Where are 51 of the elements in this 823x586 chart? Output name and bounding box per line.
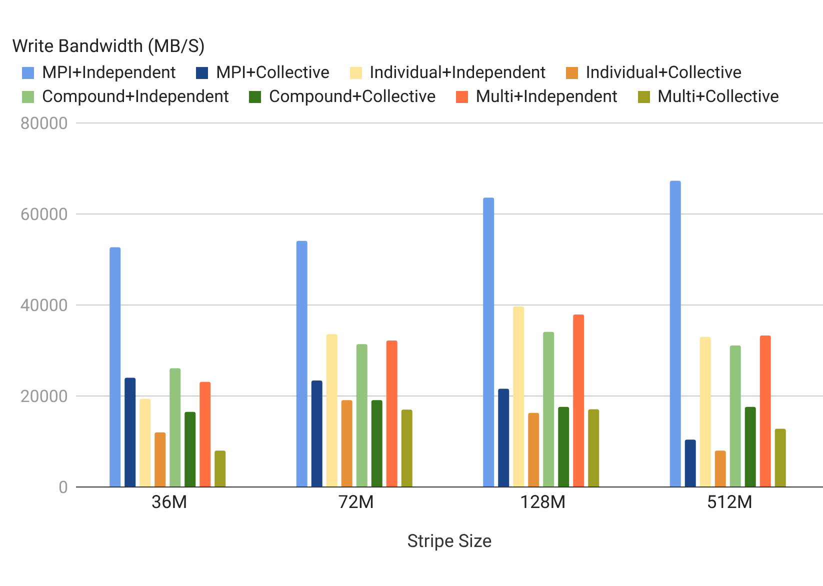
bar (498, 388, 510, 487)
legend-label: Compound+Collective (269, 87, 436, 107)
bar (371, 400, 382, 487)
bar (124, 378, 136, 487)
x-tick-label: 36M (151, 492, 188, 513)
legend-label: Multi+Independent (476, 87, 618, 107)
legend-label: Multi+Collective (658, 87, 779, 107)
x-tick-label: 512M (706, 492, 753, 513)
bar (140, 398, 151, 487)
legend-label: Compound+Independent (42, 87, 230, 107)
bar (483, 198, 494, 487)
bar (356, 344, 368, 487)
legend-label: MPI+Collective (216, 63, 330, 83)
legend-label: MPI+Independent (42, 63, 176, 83)
bar (341, 400, 352, 487)
bar (573, 314, 584, 487)
bar (200, 382, 211, 487)
bar (588, 409, 600, 487)
bar (296, 240, 308, 487)
bar (760, 335, 771, 487)
bar (311, 380, 322, 487)
bar (543, 332, 554, 487)
bar (774, 428, 786, 487)
bar (154, 432, 166, 487)
y-tick-label: 60000 (20, 205, 68, 226)
bar (714, 450, 726, 487)
y-tick-label: 20000 (20, 387, 68, 408)
bar (326, 334, 338, 487)
chart-title: Write Bandwidth (MB/S) (11, 35, 206, 57)
bar (558, 406, 570, 487)
bar (670, 180, 681, 487)
bar (214, 450, 226, 487)
bar (700, 336, 711, 487)
bar (528, 412, 540, 487)
bar (110, 247, 121, 487)
x-tick-label: 72M (338, 492, 374, 513)
y-tick-label: 80000 (20, 114, 68, 134)
bar (386, 340, 398, 487)
y-tick-label: 0 (58, 478, 68, 498)
bar (730, 345, 741, 487)
bar (170, 368, 181, 487)
bar (684, 440, 696, 487)
x-tick-label: 128M (520, 492, 566, 513)
y-tick-label: 40000 (20, 296, 68, 316)
x-axis-title: Stripe Size (407, 531, 492, 552)
bar (744, 406, 756, 487)
bar (513, 306, 524, 487)
bar (401, 410, 412, 487)
bar (184, 412, 196, 487)
legend-label: Individual+Independent (370, 63, 546, 83)
legend-label: Individual+Collective (586, 63, 742, 83)
